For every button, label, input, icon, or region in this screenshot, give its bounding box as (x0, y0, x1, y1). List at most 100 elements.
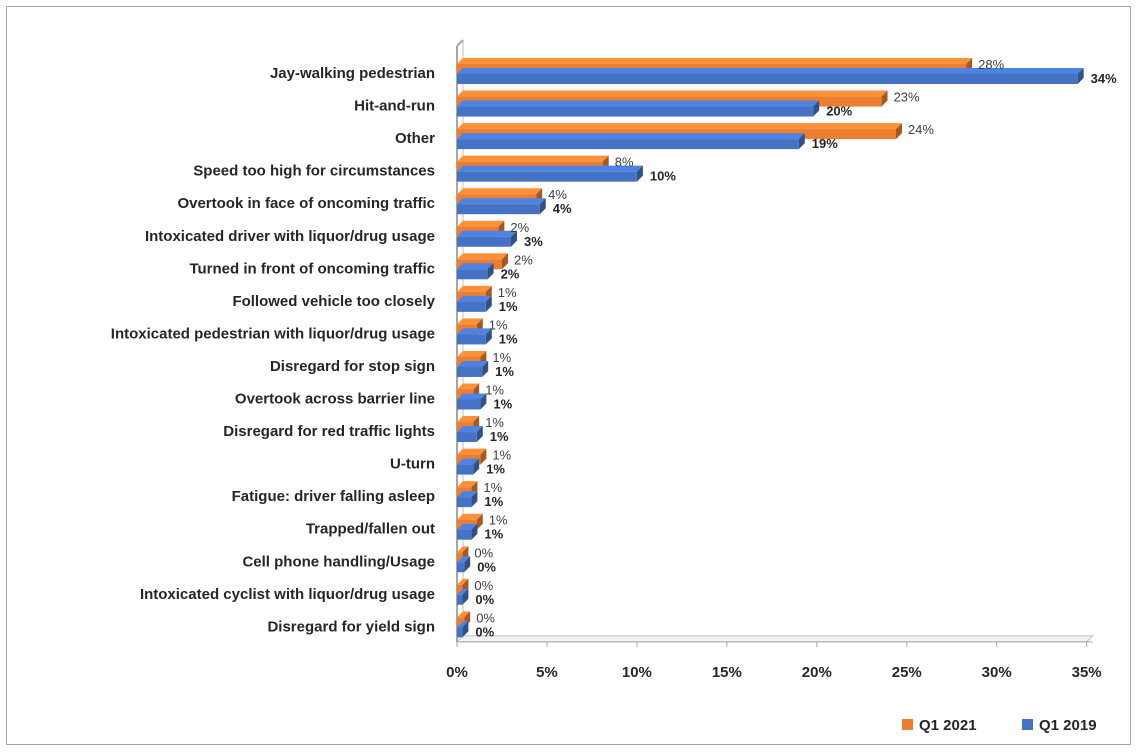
bar-q1-2019-cell-phone-handling-usage-top (457, 556, 471, 563)
bar-q1-2019-intoxicated-driver-with-liquor-drug-usage (457, 230, 517, 247)
bar-q1-2019-other-face (457, 139, 799, 150)
category-label-cell-phone-handling-usage: Cell phone handling/Usage (242, 553, 435, 570)
data-label-q1-2021-intoxicated-driver-with-liquor-drug-usage: 2% (510, 220, 529, 235)
bar-chart: Jay-walking pedestrian Hit-and-run Other Sp… (111, 39, 1117, 734)
series-q1-2019 (457, 68, 1084, 638)
bar-q1-2019-speed-too-high-for-circumstances-side (636, 165, 643, 182)
data-label-q1-2019-turned-in-front-of-oncoming-traffic: 2% (501, 266, 520, 281)
bar-q1-2019-disregard-for-yield-sign-top (457, 621, 469, 628)
bar-q1-2021-cell-phone-handling-usage-top (457, 546, 469, 553)
category-label-disregard-for-yield-sign: Disregard for yield sign (267, 618, 435, 635)
bar-q1-2021-trapped-fallen-out-top (457, 513, 483, 520)
bar-q1-2019-disregard-for-stop-sign-face (457, 366, 483, 377)
bar-q1-2021-speed-too-high-for-circumstances-top (457, 155, 609, 162)
floor (455, 635, 1094, 643)
bar-q1-2019-fatigue-driver-falling-asleep-side (471, 491, 478, 508)
bar-q1-2019-disregard-for-stop-sign-top (457, 360, 489, 367)
category-labels: Jay-walking pedestrian Hit-and-run Other Sp… (111, 65, 436, 635)
bar-q1-2019-intoxicated-cyclist-with-liquor-drug-usage-top (457, 588, 469, 595)
bar-q1-2021-disregard-for-yield-sign-top (457, 611, 471, 618)
data-label-q1-2021-followed-vehicle-too-closely: 1% (498, 285, 517, 300)
bar-q1-2019-overtook-across-barrier-line-top (457, 393, 487, 400)
bar-q1-2019-overtook-in-face-of-oncoming-traffic-face (457, 204, 540, 215)
bar-q1-2019-overtook-across-barrier-line-face (457, 399, 481, 410)
bar-q1-2019-fatigue-driver-falling-asleep (457, 491, 478, 508)
bar-q1-2021-followed-vehicle-too-closely-top (457, 285, 492, 292)
bar-q1-2021-u-turn-top (457, 448, 487, 455)
bar-q1-2019-followed-vehicle-too-closely-face (457, 301, 486, 312)
data-label-q1-2021-disregard-for-yield-sign: 0% (476, 610, 495, 625)
bar-q1-2019-intoxicated-cyclist-with-liquor-drug-usage-side (462, 588, 469, 605)
data-label-q1-2021-turned-in-front-of-oncoming-traffic: 2% (514, 252, 533, 267)
legend: Q1 2021 Q1 2019 (902, 717, 1097, 734)
bar-q1-2019-overtook-in-face-of-oncoming-traffic (457, 198, 546, 215)
bar-q1-2019-intoxicated-pedestrian-with-liquor-drug-usage (457, 328, 492, 345)
bar-q1-2019-speed-too-high-for-circumstances-face (457, 171, 637, 182)
bar-q1-2019-jay-walking-pedestrian-side (1077, 68, 1084, 84)
bar-q1-2019-intoxicated-cyclist-with-liquor-drug-usage (457, 588, 469, 605)
bar-q1-2021-other-top (457, 123, 902, 130)
x-tick-label-20: 20% (802, 664, 832, 681)
bar-q1-2019-intoxicated-driver-with-liquor-drug-usage-side (510, 230, 517, 247)
category-label-disregard-for-red-traffic-lights: Disregard for red traffic lights (223, 423, 435, 440)
bar-q1-2019-hit-and-run-side (813, 100, 820, 117)
x-tick-label-35: 35% (1072, 664, 1102, 681)
data-label-q1-2019-trapped-fallen-out: 1% (484, 527, 503, 542)
data-label-q1-2021-trapped-fallen-out: 1% (489, 513, 508, 528)
bar-q1-2021-overtook-across-barrier-line-top (457, 383, 480, 390)
data-label-q1-2021-cell-phone-handling-usage: 0% (474, 545, 493, 560)
x-tick-label-5: 5% (536, 664, 558, 681)
bar-q1-2019-disregard-for-stop-sign-side (482, 360, 489, 377)
data-label-q1-2021-speed-too-high-for-circumstances: 8% (615, 155, 634, 170)
bar-q1-2019-other (457, 133, 805, 150)
category-label-fatigue-driver-falling-asleep: Fatigue: driver falling asleep (232, 488, 435, 505)
data-label-q1-2019-speed-too-high-for-circumstances: 10% (650, 169, 676, 184)
bar-q1-2021-intoxicated-pedestrian-with-liquor-drug-usage-top (457, 318, 483, 325)
data-label-q1-2021-disregard-for-stop-sign: 1% (492, 350, 511, 365)
data-label-q1-2019-overtook-across-barrier-line: 1% (493, 397, 512, 412)
bar-q1-2021-intoxicated-cyclist-with-liquor-drug-usage-top (457, 578, 469, 585)
data-label-q1-2019-other: 19% (812, 136, 838, 151)
category-label-turned-in-front-of-oncoming-traffic: Turned in front of oncoming traffic (189, 260, 435, 277)
bar-q1-2019-turned-in-front-of-oncoming-traffic-face (457, 269, 488, 280)
bar-q1-2019-overtook-in-face-of-oncoming-traffic-side (539, 198, 546, 215)
bar-q1-2021-intoxicated-driver-with-liquor-drug-usage-top (457, 220, 505, 227)
data-label-q1-2019-fatigue-driver-falling-asleep: 1% (484, 494, 503, 509)
data-label-q1-2021-overtook-in-face-of-oncoming-traffic: 4% (548, 187, 567, 202)
bar-q1-2019-other-top (457, 133, 805, 140)
data-label-q1-2019-disregard-for-yield-sign: 0% (475, 624, 494, 639)
bar-q1-2019-intoxicated-driver-with-liquor-drug-usage-face (457, 236, 511, 247)
category-label-disregard-for-stop-sign: Disregard for stop sign (270, 358, 435, 375)
bar-q1-2021-overtook-in-face-of-oncoming-traffic-top (457, 188, 543, 195)
bar-q1-2019-jay-walking-pedestrian-face (457, 74, 1078, 84)
bar-q1-2019-trapped-fallen-out-side (471, 523, 478, 540)
bar-q1-2019-hit-and-run (457, 100, 820, 117)
bar-q1-2019-fatigue-driver-falling-asleep-face (457, 497, 472, 508)
bar-q1-2019-cell-phone-handling-usage (457, 556, 471, 573)
legend-item-q1-2021: Q1 2021 (902, 717, 977, 734)
bar-q1-2019-disregard-for-yield-sign-side (462, 621, 469, 638)
data-label-q1-2021-intoxicated-cyclist-with-liquor-drug-usage: 0% (474, 578, 493, 593)
bar-q1-2019-intoxicated-cyclist-with-liquor-drug-usage-face (457, 594, 463, 605)
bar-q1-2021-turned-in-front-of-oncoming-traffic-top (457, 253, 508, 260)
bar-q1-2021-hit-and-run-top (457, 90, 888, 97)
bar-q1-2021-hit-and-run-side (881, 90, 888, 107)
data-label-q1-2019-overtook-in-face-of-oncoming-traffic: 4% (553, 201, 572, 216)
category-label-other: Other (395, 130, 435, 147)
bar-q1-2019-followed-vehicle-too-closely (457, 295, 492, 312)
data-label-q1-2019-jay-walking-pedestrian: 34% (1091, 71, 1117, 86)
x-axis: 0% 5% 10% 15% 20% 25% 30% 35% (446, 641, 1102, 681)
bar-q1-2019-disregard-for-yield-sign-face (457, 627, 463, 638)
category-label-overtook-in-face-of-oncoming-traffic: Overtook in face of oncoming traffic (177, 195, 435, 212)
data-label-q1-2019-cell-phone-handling-usage: 0% (477, 559, 496, 574)
bar-q1-2019-trapped-fallen-out-face (457, 529, 472, 540)
data-label-q1-2021-fatigue-driver-falling-asleep: 1% (483, 480, 502, 495)
bar-q1-2019-followed-vehicle-too-closely-top (457, 295, 492, 302)
bar-q1-2021-turned-in-front-of-oncoming-traffic-side (501, 253, 508, 270)
bar-q1-2019-u-turn-side (473, 458, 480, 475)
data-label-q1-2019-followed-vehicle-too-closely: 1% (499, 299, 518, 314)
x-tick-label-25: 25% (892, 664, 922, 681)
bar-q1-2021-intoxicated-cyclist-with-liquor-drug-usage-face (457, 584, 463, 595)
x-tick-label-30: 30% (982, 664, 1012, 681)
category-label-hit-and-run: Hit-and-run (354, 98, 435, 115)
